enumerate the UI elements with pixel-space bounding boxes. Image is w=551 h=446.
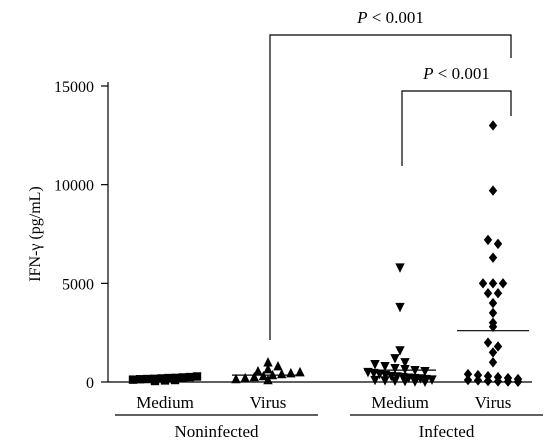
- data-point: [390, 376, 400, 387]
- data-point: [263, 374, 273, 385]
- data-point: [370, 375, 380, 386]
- data-point: [503, 376, 513, 387]
- data-point: [170, 375, 180, 385]
- significance-bracket: [401, 90, 512, 166]
- data-point: [185, 372, 195, 382]
- data-point: [395, 302, 405, 313]
- y-axis: 0 5000 10000 15000: [54, 79, 109, 392]
- data-point: [513, 376, 523, 388]
- data-point: [390, 354, 400, 364]
- data-point: [231, 373, 241, 384]
- data-point: [483, 234, 493, 246]
- data-point: [493, 238, 503, 250]
- data-point: [427, 375, 437, 385]
- data-point: [488, 185, 498, 196]
- x-axis: Medium Virus Medium Virus Noninfected Infecte…: [108, 381, 543, 441]
- data-point: [178, 373, 187, 382]
- data-point: [150, 376, 160, 386]
- data-point: [263, 363, 273, 374]
- x-category-label: Medium: [136, 393, 194, 412]
- data-point: [463, 368, 473, 380]
- y-tick-label: 5000: [62, 276, 94, 293]
- x-group-label: Infected: [419, 422, 475, 441]
- data-point: [478, 278, 488, 289]
- data-points: [128, 120, 523, 388]
- x-category-label: Medium: [371, 393, 429, 412]
- data-point: [488, 297, 498, 309]
- data-point: [483, 288, 493, 299]
- data-point: [488, 321, 498, 332]
- significance-bracket: [269, 34, 512, 340]
- data-point: [395, 263, 405, 273]
- data-point: [498, 278, 508, 289]
- data-point: [273, 361, 283, 371]
- data-point: [370, 360, 380, 370]
- data-point: [295, 366, 305, 377]
- data-point: [493, 376, 503, 387]
- data-point: [473, 369, 483, 381]
- data-point: [493, 288, 503, 299]
- data-point: [277, 368, 287, 379]
- significance-label: P < 0.001: [422, 64, 490, 83]
- y-axis-label: IFN-γ (pg/mL): [27, 186, 44, 282]
- data-point: [286, 367, 296, 378]
- y-tick-label: 15000: [54, 79, 94, 96]
- data-point: [420, 366, 430, 377]
- x-group-label: Noninfected: [174, 422, 259, 441]
- data-point: [380, 376, 390, 386]
- data-point: [488, 357, 498, 368]
- x-category-label: Virus: [250, 393, 287, 412]
- data-point: [380, 362, 390, 372]
- data-point: [240, 372, 250, 383]
- data-point: [192, 372, 202, 381]
- data-point: [488, 252, 498, 263]
- data-point: [400, 377, 410, 387]
- data-point: [483, 337, 493, 348]
- data-point: [253, 365, 263, 376]
- data-point: [463, 374, 473, 386]
- y-tick-label: 10000: [54, 178, 94, 195]
- data-point: [249, 371, 259, 382]
- data-point: [488, 347, 498, 358]
- data-point: [395, 346, 405, 356]
- data-point: [493, 341, 503, 352]
- data-point: [400, 358, 410, 368]
- data-point: [390, 363, 400, 374]
- data-point: [473, 375, 483, 386]
- data-point: [488, 307, 498, 319]
- significance-brackets: P < 0.001 P < 0.001: [269, 8, 512, 340]
- data-point: [410, 377, 420, 387]
- y-axis-label-group: IFN-γ (pg/mL): [27, 186, 44, 282]
- x-category-label: Virus: [475, 393, 512, 412]
- data-point: [488, 278, 498, 289]
- data-point: [483, 375, 493, 387]
- significance-label: P < 0.001: [356, 8, 424, 27]
- data-point: [420, 377, 430, 388]
- data-point: [160, 376, 170, 385]
- data-point: [263, 357, 273, 367]
- data-point: [488, 120, 498, 131]
- median-lines: [129, 330, 529, 380]
- y-tick-label: 0: [86, 375, 94, 392]
